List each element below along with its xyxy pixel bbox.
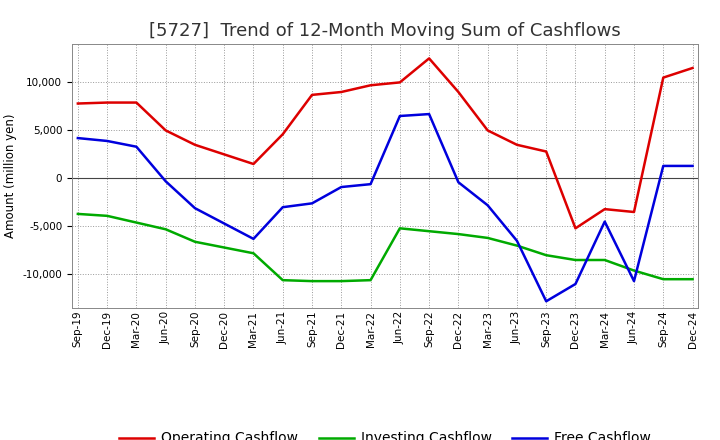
Investing Cashflow [483,235,492,241]
Investing Cashflow [249,251,258,256]
Investing Cashflow [220,245,228,250]
Investing Cashflow [307,279,316,284]
Line: Free Cashflow: Free Cashflow [78,114,693,301]
Free Cashflow [571,281,580,286]
Operating Cashflow [483,128,492,133]
Operating Cashflow [542,149,551,154]
Investing Cashflow [542,253,551,258]
Investing Cashflow [600,257,609,263]
Free Cashflow [279,205,287,210]
Operating Cashflow [600,206,609,212]
Investing Cashflow [688,277,697,282]
Y-axis label: Amount (million yen): Amount (million yen) [4,114,17,238]
Free Cashflow [191,205,199,211]
Free Cashflow [395,114,404,119]
Free Cashflow [659,163,667,169]
Free Cashflow [483,203,492,208]
Investing Cashflow [454,231,463,237]
Investing Cashflow [513,243,521,248]
Operating Cashflow [307,92,316,98]
Free Cashflow [307,201,316,206]
Free Cashflow [161,179,170,184]
Free Cashflow [425,111,433,117]
Operating Cashflow [249,161,258,167]
Operating Cashflow [161,128,170,133]
Line: Operating Cashflow: Operating Cashflow [78,59,693,228]
Free Cashflow [220,221,228,226]
Free Cashflow [337,184,346,190]
Operating Cashflow [279,132,287,137]
Free Cashflow [249,236,258,242]
Investing Cashflow [395,226,404,231]
Investing Cashflow [132,220,140,225]
Investing Cashflow [279,278,287,283]
Operating Cashflow [630,209,639,215]
Operating Cashflow [688,66,697,71]
Operating Cashflow [571,226,580,231]
Free Cashflow [600,219,609,224]
Investing Cashflow [337,279,346,284]
Free Cashflow [132,144,140,149]
Operating Cashflow [513,142,521,147]
Free Cashflow [73,136,82,141]
Investing Cashflow [103,213,112,219]
Operating Cashflow [366,83,375,88]
Free Cashflow [542,299,551,304]
Operating Cashflow [425,56,433,61]
Operating Cashflow [73,101,82,106]
Investing Cashflow [571,257,580,263]
Operating Cashflow [395,80,404,85]
Free Cashflow [103,138,112,143]
Operating Cashflow [220,152,228,157]
Operating Cashflow [103,100,112,105]
Line: Investing Cashflow: Investing Cashflow [78,214,693,281]
Title: [5727]  Trend of 12-Month Moving Sum of Cashflows: [5727] Trend of 12-Month Moving Sum of C… [149,22,621,40]
Investing Cashflow [161,227,170,232]
Operating Cashflow [132,100,140,105]
Investing Cashflow [191,239,199,244]
Operating Cashflow [454,89,463,95]
Operating Cashflow [191,142,199,147]
Operating Cashflow [659,75,667,80]
Investing Cashflow [659,277,667,282]
Free Cashflow [630,279,639,284]
Free Cashflow [454,180,463,185]
Investing Cashflow [630,268,639,273]
Free Cashflow [366,182,375,187]
Operating Cashflow [337,89,346,95]
Legend: Operating Cashflow, Investing Cashflow, Free Cashflow: Operating Cashflow, Investing Cashflow, … [114,426,657,440]
Investing Cashflow [366,278,375,283]
Free Cashflow [688,163,697,169]
Investing Cashflow [425,228,433,234]
Investing Cashflow [73,211,82,216]
Free Cashflow [513,238,521,243]
